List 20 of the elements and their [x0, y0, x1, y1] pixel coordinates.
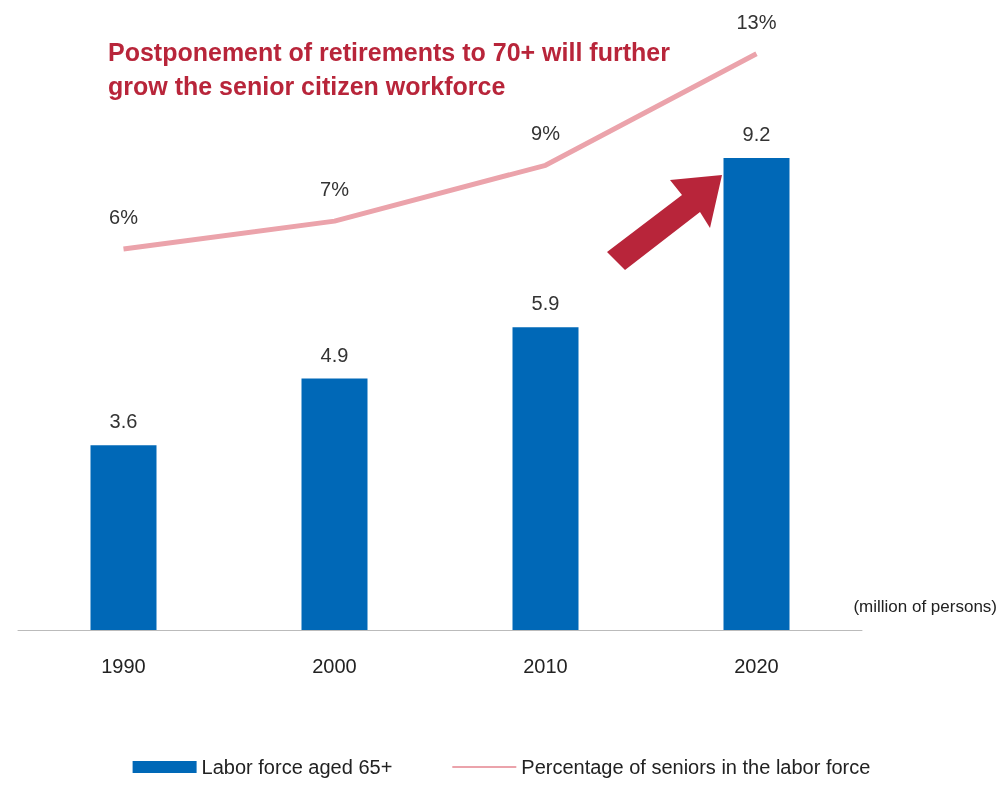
chart-title: Postponement of retirements to 70+ will further grow the senior citizen workforce	[108, 38, 677, 100]
x-tick-label: 2000	[312, 655, 357, 677]
data-label: 13%	[736, 10, 777, 33]
data-label: 5.9	[531, 292, 560, 315]
data-label: 4.9	[320, 343, 349, 366]
bar	[90, 445, 157, 630]
data-label: 9.2	[742, 123, 771, 145]
data-label: 7%	[320, 178, 350, 201]
data-label: 3.6	[109, 410, 138, 433]
data-label: 6%	[109, 206, 139, 229]
bar	[301, 378, 368, 630]
data-label: 9%	[531, 122, 561, 145]
x-tick-label: 2010	[523, 655, 568, 677]
x-tick-label: 1990	[101, 655, 146, 677]
bar	[512, 327, 579, 630]
x-tick-label: 2020	[734, 655, 779, 677]
annotation: (million of persons)	[853, 597, 998, 616]
legend-label: Percentage of seniors in the labor force	[521, 756, 871, 778]
legend-label: Labor force aged 65+	[201, 756, 393, 778]
bar	[723, 158, 790, 630]
